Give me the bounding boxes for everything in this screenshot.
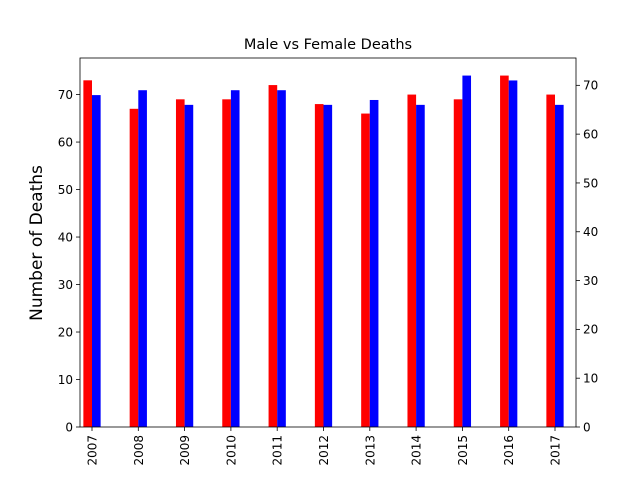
bar-2017-series-a <box>546 94 555 427</box>
bar-2014-series-a <box>407 94 417 427</box>
y-right-tick-label-40: 40 <box>583 225 598 239</box>
bar-2008-series-a <box>129 108 139 427</box>
x-tick-label-2010: 2010 <box>224 435 238 466</box>
bar-2007-series-b <box>92 95 101 427</box>
y-right-tick-label-0: 0 <box>583 420 591 434</box>
bar-2015-series-b <box>462 75 472 427</box>
y-right-tick-label-60: 60 <box>583 127 598 141</box>
plot-frame <box>79 57 577 428</box>
y-left-tick-label-0: 0 <box>65 420 73 434</box>
y-left-tick-label-70: 70 <box>58 88 73 102</box>
x-tick-label-2009: 2009 <box>178 435 192 466</box>
x-tick-label-2012: 2012 <box>317 435 331 466</box>
x-tick-label-2007: 2007 <box>86 435 100 466</box>
bar-2013-series-a <box>361 113 370 427</box>
bar-2012-series-b <box>323 104 333 428</box>
bar-2011-series-a <box>268 85 278 427</box>
x-tick-label-2008: 2008 <box>132 435 146 466</box>
bar-2009-series-b <box>184 104 194 428</box>
bar-2010-series-a <box>222 99 231 427</box>
bar-2009-series-a <box>175 99 185 427</box>
bar-2017-series-b <box>555 104 564 428</box>
y-right-tick-label-50: 50 <box>583 176 598 190</box>
bar-2008-series-b <box>138 90 147 428</box>
y-right-tick-label-30: 30 <box>583 274 598 288</box>
bar-2010-series-b <box>230 90 240 428</box>
bar-2016-series-a <box>500 75 509 427</box>
y-right-tick-label-10: 10 <box>583 371 598 385</box>
y-left-tick-label-60: 60 <box>58 135 73 149</box>
y-axis-label: Number of Deaths <box>27 165 47 321</box>
y-left-tick-label-20: 20 <box>58 325 73 339</box>
bar-2012-series-a <box>314 104 324 427</box>
bar-2007-series-a <box>83 80 92 427</box>
x-tick-label-2014: 2014 <box>410 435 424 466</box>
bar-2015-series-a <box>453 99 463 427</box>
x-tick-label-2011: 2011 <box>271 435 285 466</box>
x-tick-label-2016: 2016 <box>502 435 516 466</box>
bar-2011-series-b <box>277 90 286 428</box>
y-left-tick-label-50: 50 <box>58 183 73 197</box>
y-left-tick-label-10: 10 <box>58 373 73 387</box>
chart-title: Male vs Female Deaths <box>244 37 412 53</box>
y-left-tick-label-40: 40 <box>58 230 73 244</box>
axes-group: 2007 2008 2009 2010 2011 2012 2013 2014 2015 2016… <box>58 57 598 466</box>
y-right-tick-label-20: 20 <box>583 323 598 337</box>
bars-group <box>83 75 564 428</box>
bar-2016-series-b <box>508 80 518 427</box>
x-tick-label-2015: 2015 <box>456 435 470 466</box>
bar-2014-series-b <box>416 104 425 428</box>
bar-2013-series-b <box>369 99 379 427</box>
y-left-tick-label-30: 30 <box>58 278 73 292</box>
x-tick-label-2013: 2013 <box>363 435 377 466</box>
x-tick-label-2017: 2017 <box>549 435 563 466</box>
y-right-tick-label-70: 70 <box>583 79 598 93</box>
